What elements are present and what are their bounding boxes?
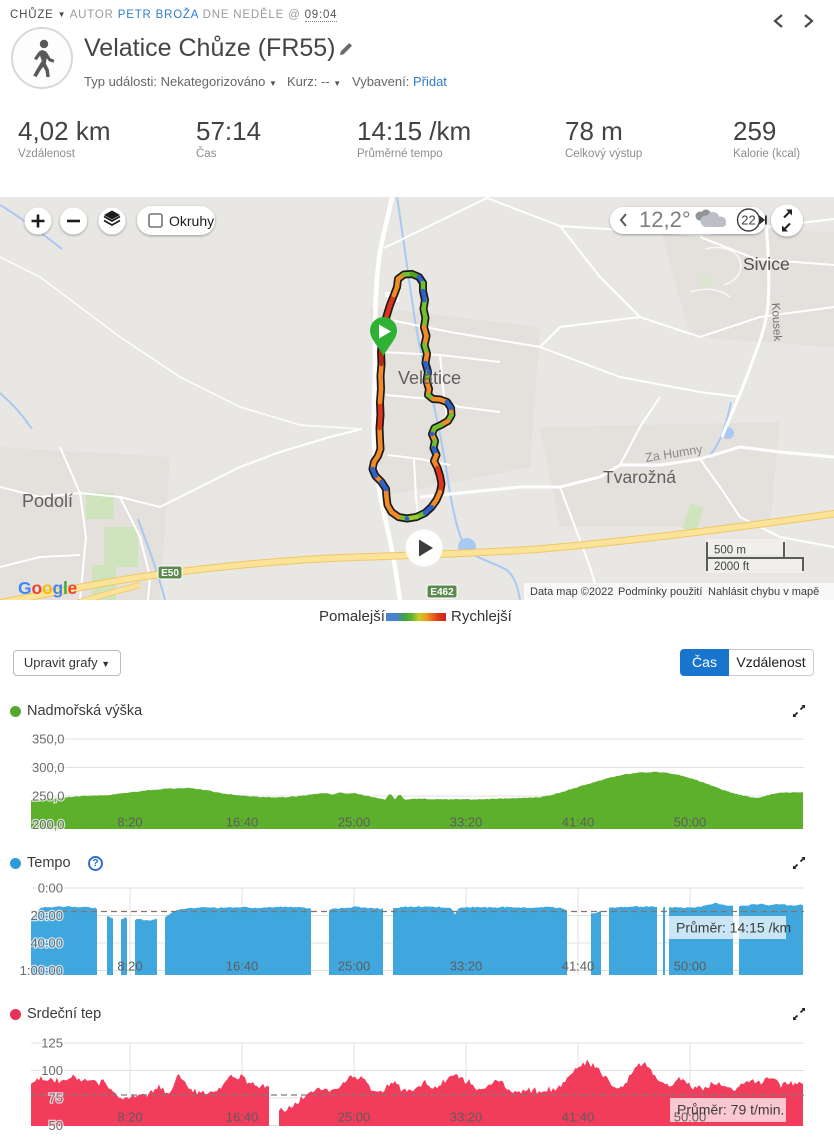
svg-text:41:40: 41:40: [562, 959, 595, 974]
svg-text:125: 125: [41, 1036, 63, 1051]
svg-text:Kousek: Kousek: [769, 303, 783, 342]
svg-text:o: o: [42, 578, 53, 598]
svg-text:41:40: 41:40: [562, 815, 595, 830]
svg-text:22: 22: [741, 213, 755, 228]
svg-text:E50: E50: [161, 568, 179, 579]
svg-text:Velatice: Velatice: [398, 368, 461, 388]
svg-text:0:00: 0:00: [38, 881, 63, 896]
svg-text:Sivice: Sivice: [743, 254, 790, 274]
svg-text:75: 75: [49, 1091, 63, 1106]
svg-text:50: 50: [49, 1118, 63, 1133]
svg-text:33:20: 33:20: [450, 1110, 483, 1125]
svg-text:200,0: 200,0: [32, 817, 65, 832]
svg-text:Průměr: 14:15 /km: Průměr: 14:15 /km: [676, 920, 791, 936]
svg-text:16:40: 16:40: [226, 815, 259, 830]
svg-text:500 m: 500 m: [714, 545, 746, 557]
svg-text:50:00: 50:00: [674, 959, 707, 974]
svg-text:25:00: 25:00: [338, 815, 371, 830]
svg-text:8:20: 8:20: [117, 815, 142, 830]
svg-text:Data map ©2022: Data map ©2022: [530, 586, 613, 598]
svg-text:33:20: 33:20: [450, 959, 483, 974]
svg-text:l: l: [63, 578, 68, 598]
svg-text:25:00: 25:00: [338, 1110, 371, 1125]
svg-text:250,0: 250,0: [32, 789, 65, 804]
svg-text:Tvarožná: Tvarožná: [603, 467, 676, 487]
svg-text:G: G: [18, 578, 32, 598]
svg-text:Nahlásit chybu v mapě: Nahlásit chybu v mapě: [708, 586, 819, 598]
svg-text:16:40: 16:40: [226, 1110, 259, 1125]
svg-text:8:20: 8:20: [117, 1110, 142, 1125]
svg-text:50:00: 50:00: [674, 1110, 707, 1125]
svg-text:e: e: [68, 578, 78, 598]
svg-text:40:00: 40:00: [30, 936, 63, 951]
svg-text:300,0: 300,0: [32, 760, 65, 775]
svg-text:50:00: 50:00: [674, 815, 707, 830]
svg-text:8:20: 8:20: [117, 959, 142, 974]
svg-text:25:00: 25:00: [338, 959, 371, 974]
svg-text:100: 100: [41, 1063, 63, 1078]
svg-text:20:00: 20:00: [30, 908, 63, 923]
svg-text:Průměr: 79 t/min.: Průměr: 79 t/min.: [677, 1102, 784, 1118]
svg-text:16:40: 16:40: [226, 959, 259, 974]
svg-text:Okruhy: Okruhy: [169, 213, 214, 229]
svg-text:Podolí: Podolí: [22, 491, 73, 511]
svg-text:350,0: 350,0: [32, 732, 65, 747]
svg-text:33:20: 33:20: [450, 815, 483, 830]
svg-text:12,2°: 12,2°: [639, 207, 691, 232]
svg-text:41:40: 41:40: [562, 1110, 595, 1125]
svg-text:g: g: [53, 578, 64, 598]
svg-text:Podmínky použití: Podmínky použití: [618, 586, 702, 598]
svg-text:o: o: [32, 578, 43, 598]
svg-text:2000 ft: 2000 ft: [714, 561, 750, 573]
svg-text:E462: E462: [430, 587, 454, 598]
svg-text:1:00:00: 1:00:00: [20, 963, 63, 978]
